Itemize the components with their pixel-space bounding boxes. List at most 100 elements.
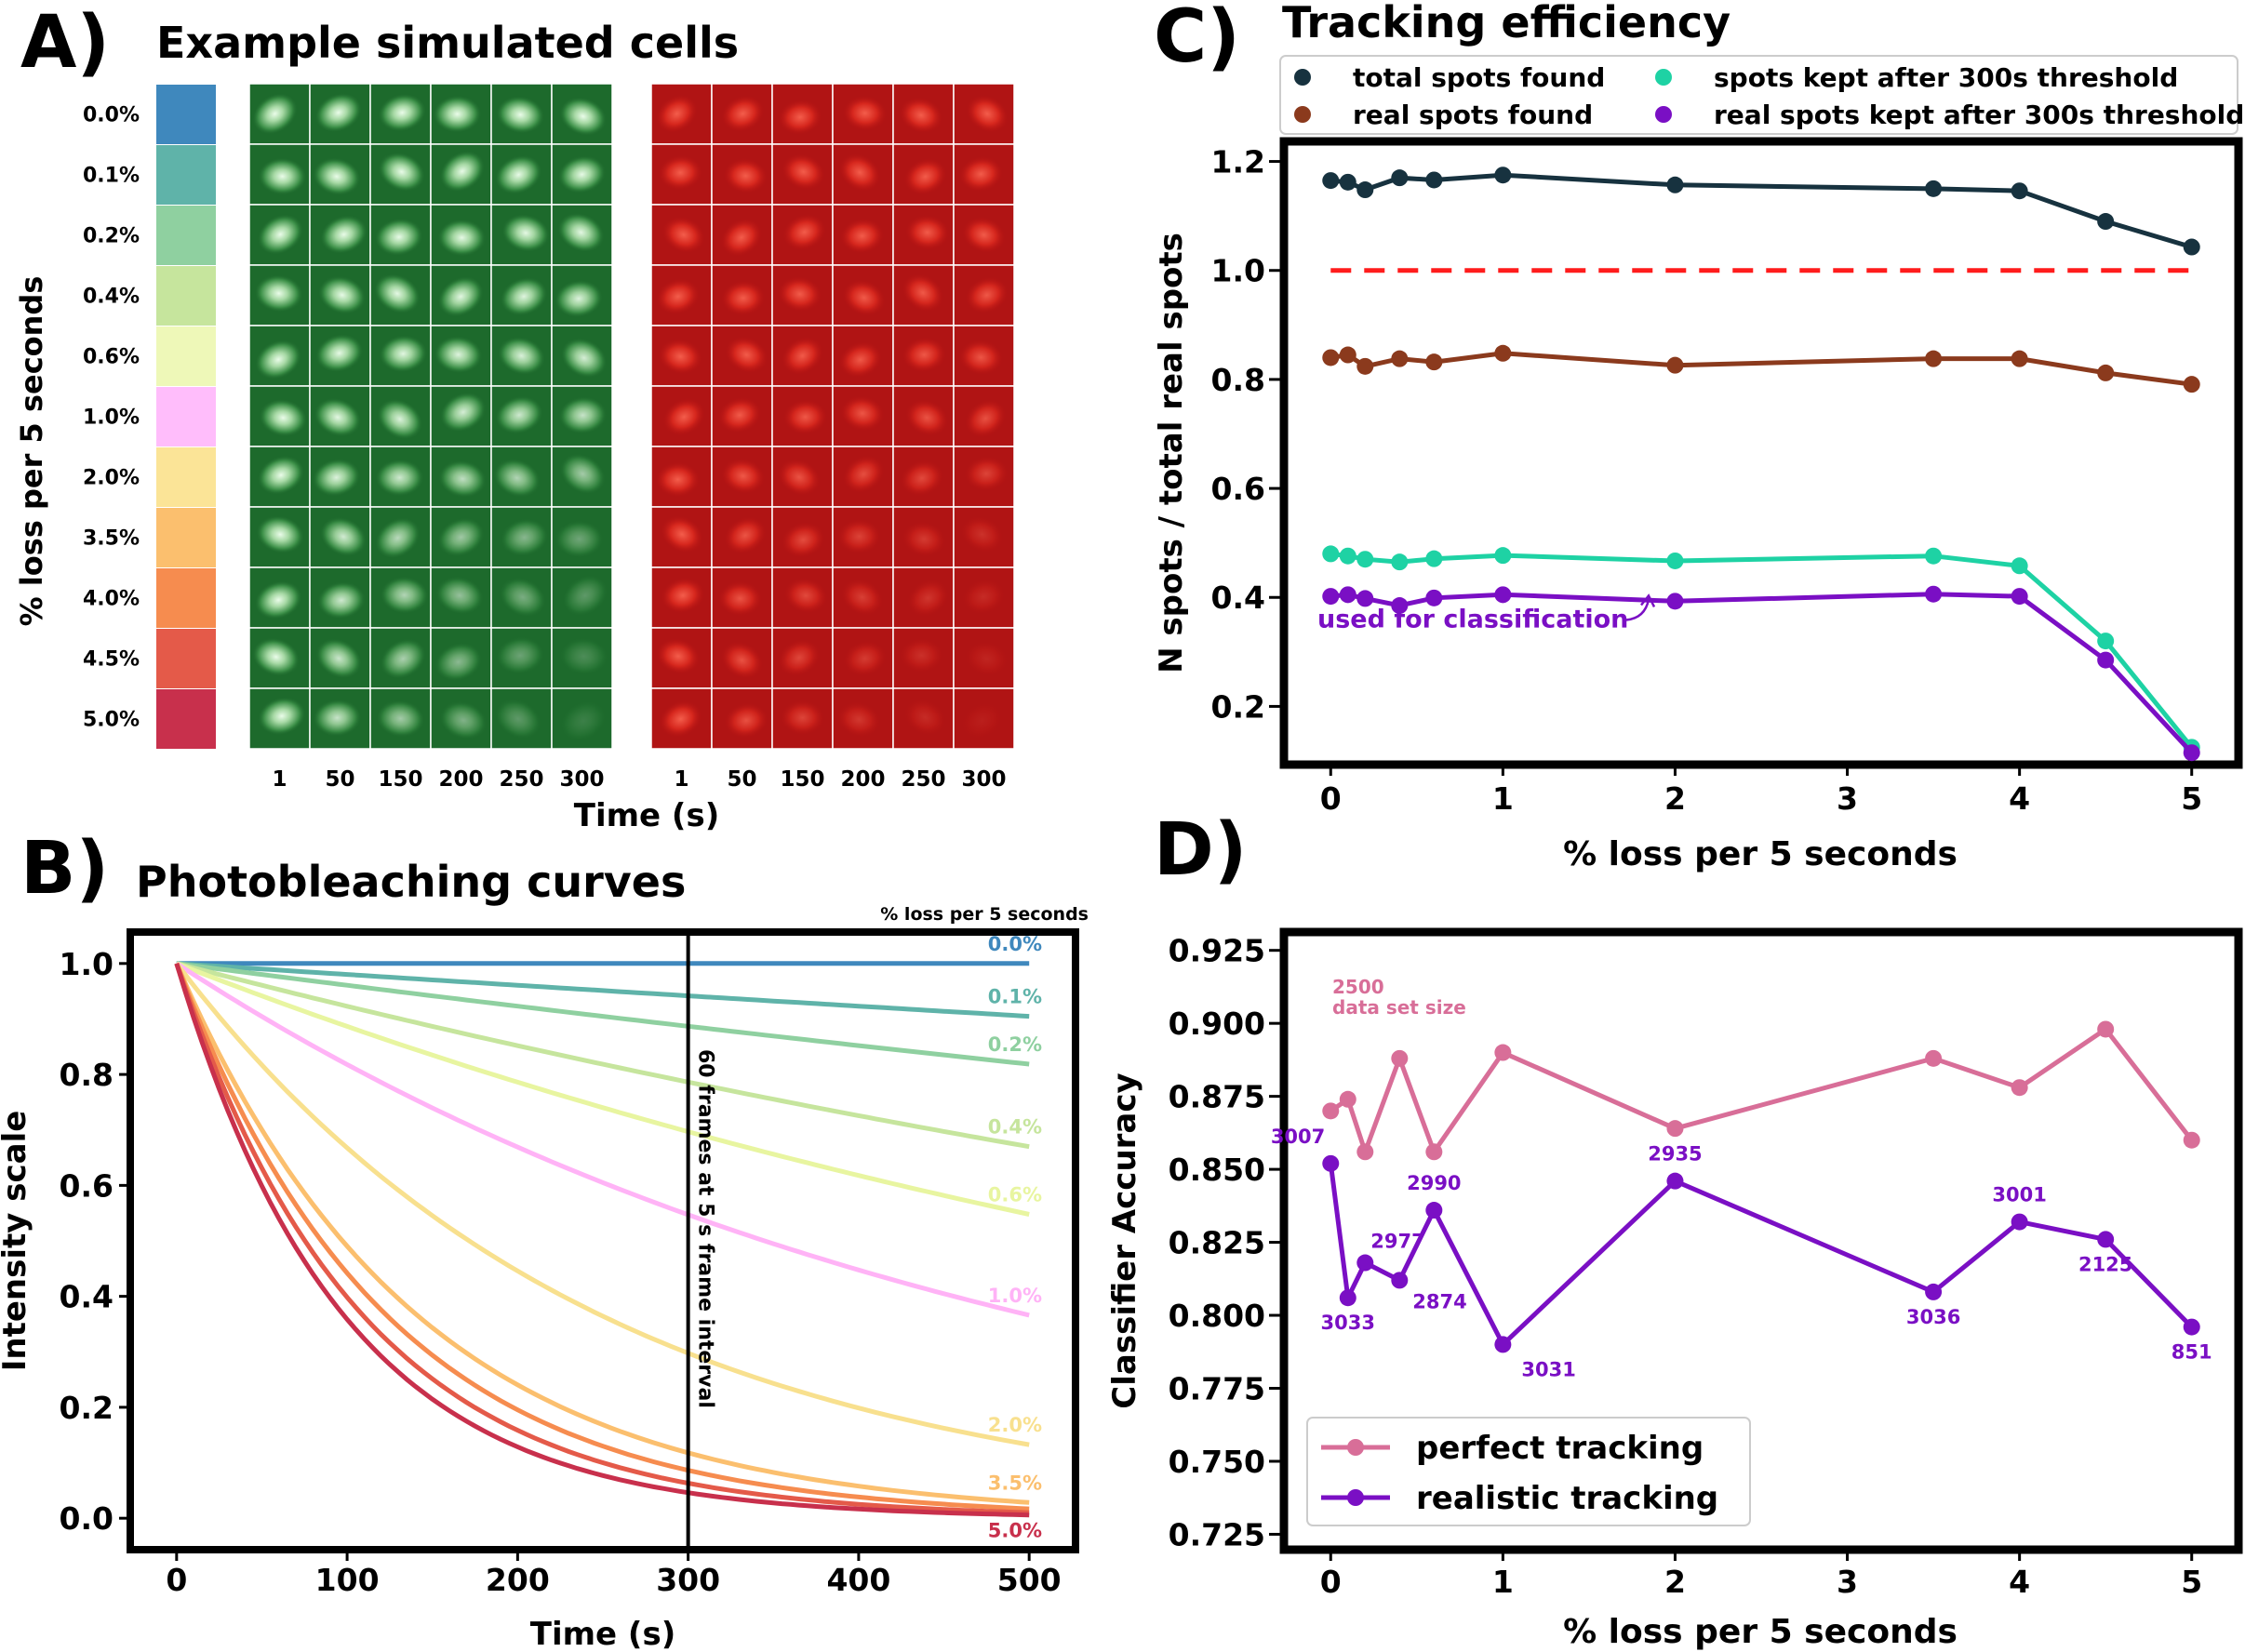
red-cell-blob <box>778 99 822 136</box>
red-cell-blob <box>720 280 766 316</box>
red-cell-blob <box>903 699 947 737</box>
data-point <box>2183 238 2200 256</box>
red-time-tick-label: 200 <box>840 767 885 792</box>
panel-a-title: Example simulated cells <box>156 18 739 68</box>
red-cell-blob <box>661 577 705 614</box>
green-cell-blob <box>254 274 303 313</box>
red-cell-blob <box>656 94 698 134</box>
row-label: 2.0% <box>83 467 140 490</box>
legend-label: spots kept after 300s threshold <box>1714 62 2178 93</box>
data-point <box>2097 1020 2115 1038</box>
data-point <box>1356 551 1374 568</box>
data-point <box>2183 1318 2200 1336</box>
y-tick-label: 0.725 <box>1169 1516 1265 1552</box>
data-point <box>1925 180 1943 197</box>
red-cell-blob <box>903 157 947 195</box>
green-cell-blob <box>380 638 426 679</box>
row-label: 3.5% <box>83 527 140 551</box>
red-cell-blob <box>720 458 766 494</box>
red-cell-blob <box>782 213 827 251</box>
data-point <box>2011 350 2028 367</box>
row-label: 5.0% <box>83 709 140 732</box>
data-point <box>1494 547 1512 565</box>
legend-label: realistic tracking <box>1416 1480 1718 1517</box>
x-tick-label: 0 <box>166 1562 187 1598</box>
data-point <box>1391 553 1409 571</box>
green-cell-blob <box>435 576 484 615</box>
green-cell-blob <box>315 638 362 679</box>
red-cell-blob <box>904 399 949 436</box>
panel-a-letter: A) <box>20 1 110 85</box>
data-point <box>1666 1172 1684 1190</box>
red-cell-blob <box>965 276 1009 314</box>
data-point <box>1339 173 1356 191</box>
red-cell-blob <box>836 518 882 554</box>
green-cell-blob <box>258 157 307 195</box>
red-cell-blob <box>720 218 763 257</box>
red-cell-blob <box>960 701 1004 740</box>
red-cell-blob <box>658 339 703 375</box>
panel-d-ylabel: Classifier Accuracy <box>1106 1072 1143 1408</box>
row-color-swatch <box>156 689 216 749</box>
legend-marker <box>1347 1489 1364 1506</box>
data-point <box>2097 364 2115 381</box>
green-cell-blob <box>560 700 607 741</box>
legend-label: total spots found <box>1353 62 1605 93</box>
green-cell-blob <box>562 575 608 617</box>
x-tick-label: 5 <box>2181 1564 2202 1600</box>
x-tick-label: 0 <box>1320 1564 1342 1600</box>
bleach-curve-line <box>176 961 1030 1019</box>
red-cell-blob <box>964 640 1009 677</box>
annotation-arrow <box>1625 599 1650 621</box>
red-cell-blob <box>777 275 822 313</box>
row-color-swatch <box>156 326 216 386</box>
row-color-swatch <box>156 447 216 507</box>
data-point <box>1356 1143 1374 1161</box>
red-cell-blob <box>836 701 881 738</box>
x-tick-label: 4 <box>2009 1564 2030 1600</box>
y-tick-label: 0.0 <box>60 1500 114 1537</box>
data-point <box>1391 1272 1409 1289</box>
green-cell-blob <box>258 697 306 736</box>
green-cell-blob <box>555 279 603 318</box>
green-cell-blob <box>559 97 608 136</box>
bleach-curve-line <box>176 961 1030 1150</box>
green-cell-blob <box>377 398 423 440</box>
data-point <box>2011 1213 2028 1231</box>
data-set-size-label: 2977 <box>1370 1231 1424 1253</box>
red-cell-blob <box>656 638 701 674</box>
legend-marker <box>1655 69 1672 86</box>
x-tick-label: 500 <box>997 1562 1062 1598</box>
bleach-curve-line <box>174 963 1030 1518</box>
red-cell-blob <box>782 399 828 435</box>
red-cell-blob <box>839 218 885 254</box>
annotation-arrow-head <box>1640 593 1656 608</box>
red-time-tick-label: 300 <box>961 767 1006 792</box>
x-tick-label: 1 <box>1492 780 1514 817</box>
panel-a-image-grid: % loss per 5 seconds Time (s) 0.0% 0.1% 0.… <box>14 83 1015 834</box>
panel-c-letter: C) <box>1154 0 1240 79</box>
green-cell-blob <box>255 340 302 380</box>
red-cell-blob <box>842 95 888 131</box>
data-point <box>1339 1289 1356 1307</box>
bleach-curve-line <box>174 962 1030 1505</box>
green-cell-blob <box>438 460 487 499</box>
panel-b-legend-title: % loss per 5 seconds <box>880 904 1089 925</box>
green-cell-blob <box>439 392 487 433</box>
bleach-curve-line <box>174 962 1030 1447</box>
red-cell-blob <box>656 278 701 315</box>
row-label: 0.2% <box>83 225 140 248</box>
green-time-tick-label: 150 <box>378 767 422 792</box>
data-point <box>1925 1283 1943 1300</box>
data-set-size-label: 2125 <box>2078 1253 2132 1275</box>
green-cell-blob <box>433 95 482 133</box>
red-cell-blob <box>662 397 706 436</box>
y-tick-label: 0.2 <box>1211 688 1265 725</box>
data-point <box>1391 169 1409 187</box>
red-time-tick-label: 150 <box>780 767 824 792</box>
green-cell-blob <box>560 338 608 379</box>
green-time-tick-label: 1 <box>272 767 287 792</box>
bleach-curve-line <box>175 961 1030 1318</box>
legend-marker <box>1655 106 1672 123</box>
green-time-tick-label: 300 <box>559 767 604 792</box>
